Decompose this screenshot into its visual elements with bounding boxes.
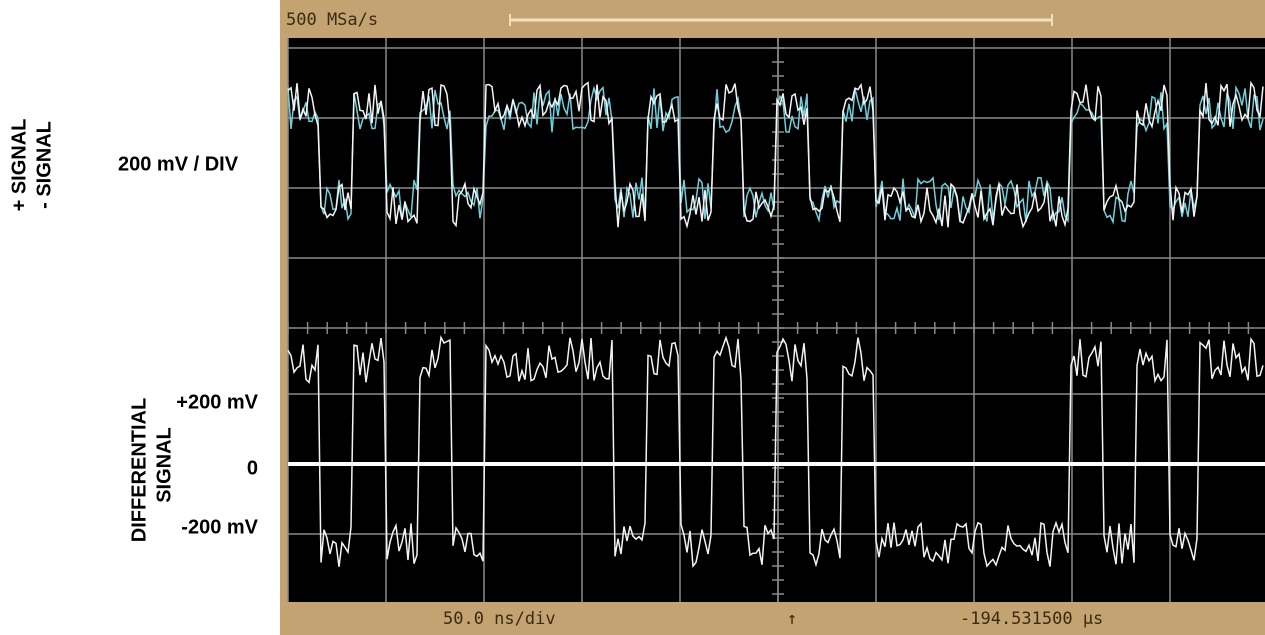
differential-label: DIFFERENTIAL: [128, 398, 150, 542]
plus-signal-label: + SIGNAL: [8, 119, 30, 212]
level-label: +200 mV: [176, 391, 258, 413]
timebase: 50.0 ns/div: [443, 609, 556, 629]
page: 500 MSa/s 50.0 ns/div ↑ -194.531500 µs +…: [0, 0, 1265, 635]
delay: -194.531500 µs: [960, 609, 1103, 629]
scale-label: 200 mV / DIV: [118, 153, 239, 175]
trigger-marker: ↑: [787, 609, 797, 629]
signal-label: SIGNAL: [153, 427, 175, 503]
sample-rate: 500 MSa/s: [286, 10, 378, 30]
minus-signal-label: - SIGNAL: [33, 121, 55, 209]
level-label: -200 mV: [181, 516, 258, 538]
level-label: 0: [247, 457, 258, 479]
